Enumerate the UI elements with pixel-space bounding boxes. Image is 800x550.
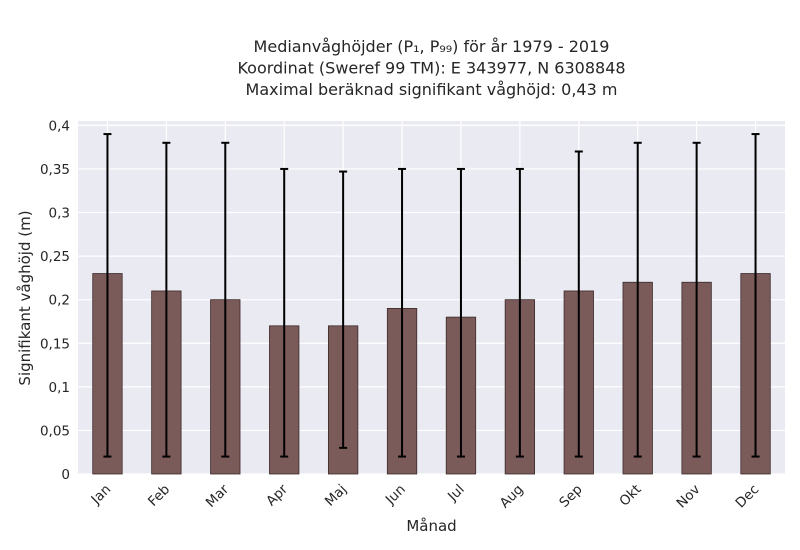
x-axis-label: Månad (406, 517, 456, 535)
x-tick-label-aug: Aug (497, 482, 527, 512)
error-bar-mar (221, 141, 230, 458)
y-tick-label: 0,15 (40, 336, 70, 352)
x-tick-label-dec: Dec (733, 482, 763, 512)
x-tick-label-jul: Jul (444, 482, 468, 506)
x-tick-label-mar: Mar (203, 481, 233, 511)
y-axis-label: Signifikant våghöjd (m) (16, 210, 34, 385)
error-bar-apr (280, 167, 289, 458)
error-bar-dec (751, 133, 760, 458)
y-tick-label: 0,2 (49, 293, 70, 309)
y-tick-label: 0,1 (49, 380, 70, 396)
x-tick-label-sep: Sep (556, 482, 585, 511)
x-tick-label-jan: Jan (88, 482, 115, 509)
error-bars (103, 133, 760, 458)
chart-title-line: Medianvåghöjder (P₁, P₉₉) för år 1979 - … (254, 37, 610, 56)
error-bar-sep (574, 150, 583, 458)
chart-title: Medianvåghöjder (P₁, P₉₉) för år 1979 - … (237, 37, 625, 99)
error-bar-nov (692, 141, 701, 458)
x-tick-label-okt: Okt (616, 482, 644, 510)
y-tick-label: 0,4 (49, 118, 70, 134)
plot-area (78, 121, 785, 474)
x-tick-label-apr: Apr (263, 481, 291, 509)
error-bar-feb (162, 141, 171, 458)
error-bar-aug (515, 167, 524, 458)
chart-title-line: Koordinat (Sweref 99 TM): E 343977, N 63… (237, 59, 625, 78)
error-bar-jan (103, 133, 112, 458)
y-tick-label: 0,25 (40, 249, 70, 265)
y-tick-label: 0,05 (40, 423, 70, 439)
y-ticks: 0 0,05 0,1 0,15 0,2 0,25 0,3 0,35 0,4 (40, 118, 70, 483)
error-bar-jul (456, 167, 465, 458)
y-tick-label: 0,3 (49, 206, 70, 222)
x-tick-label-feb: Feb (145, 482, 173, 510)
error-bar-maj (339, 170, 348, 449)
chart-title-line: Maximal beräknad signifikant våghöjd: 0,… (246, 80, 618, 99)
x-tick-label-maj: Maj (322, 482, 350, 510)
error-bar-okt (633, 141, 642, 458)
x-tick-label-nov: Nov (674, 482, 704, 512)
y-tick-label: 0 (61, 467, 70, 483)
y-tick-label: 0,35 (40, 162, 70, 178)
x-tick-label-jun: Jun (382, 482, 409, 509)
x-ticks: Jan Feb Mar Apr Maj Jun Jul Aug Sep Okt Nov Dec (88, 481, 763, 511)
error-bar-jun (398, 167, 407, 458)
